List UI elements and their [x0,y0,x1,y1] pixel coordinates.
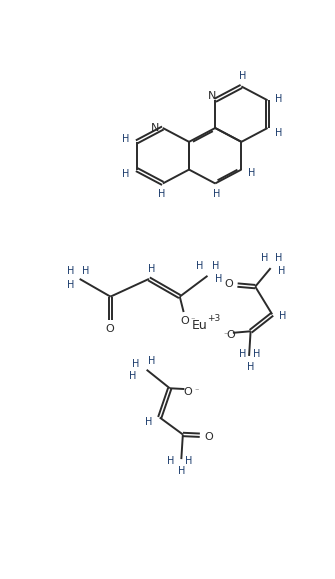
Text: O: O [105,324,114,334]
Text: H: H [185,456,193,466]
Text: H: H [275,94,283,104]
Text: H: H [122,134,130,144]
Text: H: H [275,253,282,263]
Text: N: N [151,123,159,133]
Text: H: H [82,266,89,276]
Text: H: H [249,168,256,178]
Text: ⁻: ⁻ [223,331,227,340]
Text: O: O [224,278,232,288]
Text: ⁻: ⁻ [195,386,199,395]
Text: H: H [239,349,247,360]
Text: ⁻: ⁻ [191,315,195,324]
Text: H: H [278,266,285,276]
Text: H: H [132,358,140,369]
Text: H: H [67,280,74,290]
Text: N: N [208,91,216,101]
Text: H: H [122,169,130,179]
Text: H: H [253,349,260,360]
Text: H: H [67,266,74,276]
Text: O: O [183,387,192,397]
Text: Eu: Eu [192,318,208,332]
Text: H: H [179,467,186,477]
Text: H: H [148,264,156,274]
Text: H: H [211,261,219,271]
Text: H: H [279,311,287,321]
Text: O: O [226,330,235,340]
Text: H: H [167,456,174,466]
Text: H: H [261,253,268,263]
Text: H: H [275,127,283,138]
Text: H: H [129,371,136,381]
Text: H: H [145,417,153,427]
Text: +3: +3 [207,314,220,323]
Text: H: H [148,356,155,365]
Text: O: O [205,432,213,442]
Text: H: H [247,362,254,372]
Text: H: H [196,261,203,271]
Text: H: H [215,274,222,284]
Text: H: H [157,189,165,199]
Text: O: O [181,316,190,327]
Text: H: H [213,189,220,199]
Text: H: H [239,71,247,82]
